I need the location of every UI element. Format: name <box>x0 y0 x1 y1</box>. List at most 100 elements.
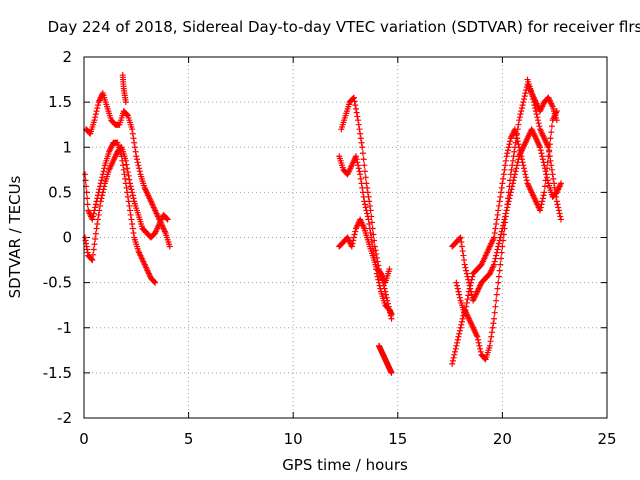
data-point-interp <box>354 113 361 120</box>
data-point <box>359 144 366 151</box>
data-point-interp <box>504 195 511 202</box>
data-point-interp <box>494 246 501 253</box>
data-point <box>557 180 564 187</box>
data-point-interp <box>466 285 473 292</box>
data-point-interp <box>91 241 98 248</box>
data-point-interp <box>475 339 482 346</box>
x-tick-label: 20 <box>493 430 512 448</box>
data-point-interp <box>493 216 500 223</box>
data-point <box>388 369 395 376</box>
y-tick-label: 1.5 <box>48 93 72 111</box>
data-point-interp <box>536 123 543 130</box>
data-point-interp <box>498 249 505 256</box>
data-point-interp <box>487 338 494 345</box>
data-point-interp <box>468 279 475 286</box>
data-point <box>541 189 548 196</box>
data-point-interp <box>132 148 139 155</box>
data-point-interp <box>458 321 465 328</box>
data-point-interp <box>502 162 509 169</box>
data-point-interp <box>122 175 129 182</box>
data-point-interp <box>451 348 458 355</box>
data-point-interp <box>493 220 500 227</box>
data-point-interp <box>539 195 546 202</box>
data-point-interp <box>92 111 99 118</box>
data-point-interp <box>130 135 137 142</box>
data-point <box>491 234 498 241</box>
data-point-interp <box>355 165 362 172</box>
data-point-interp <box>505 198 512 205</box>
data-point-interp <box>507 138 514 145</box>
data-point-interp <box>455 288 462 295</box>
data-point-interp <box>521 93 528 100</box>
data-point-interp <box>494 285 501 292</box>
data-point-interp <box>469 273 476 280</box>
data-point-interp <box>533 111 540 118</box>
data-point-interp <box>350 95 357 102</box>
data-point <box>122 157 129 164</box>
data-point-interp <box>163 215 170 222</box>
data-point-interp <box>121 171 128 178</box>
data-point-interp <box>366 225 373 232</box>
data-point-interp <box>537 204 544 211</box>
data-point-interp <box>92 236 99 243</box>
y-tick-label: 0.5 <box>48 183 72 201</box>
data-point-interp <box>509 162 516 169</box>
data-point-interp <box>375 276 382 283</box>
data-point-interp <box>548 129 555 136</box>
data-point-interp <box>513 132 520 139</box>
data-point <box>537 207 544 214</box>
data-point-interp <box>454 336 461 343</box>
data-point-interp <box>521 168 528 175</box>
data-point-interp <box>456 330 463 337</box>
data-point-interp <box>94 105 101 112</box>
data-point-interp <box>463 267 470 274</box>
data-point-interp <box>456 235 463 242</box>
data-point-interp <box>492 225 499 232</box>
data-point-interp <box>461 257 468 264</box>
data-point-interp <box>516 114 523 121</box>
data-point <box>93 225 100 232</box>
data-point-interp <box>454 282 461 289</box>
y-tick-label: -2 <box>57 409 72 427</box>
data-point-interp <box>546 147 553 154</box>
data-point-interp <box>511 174 518 181</box>
data-point-interp <box>350 237 357 244</box>
data-point-interp <box>510 153 517 160</box>
data-point-interp <box>351 98 358 105</box>
data-point-interp <box>546 141 553 148</box>
data-point-interp <box>497 193 504 200</box>
data-point <box>503 153 510 160</box>
data-point <box>129 126 136 133</box>
data-point-interp <box>129 189 136 196</box>
data-point-interp <box>82 177 89 184</box>
data-point-interp <box>507 177 514 184</box>
data-point-interp <box>541 183 548 190</box>
data-point-interp <box>83 189 90 196</box>
y-tick-label: -0.5 <box>43 274 72 292</box>
data-point-interp <box>519 102 526 109</box>
data-point <box>499 243 506 250</box>
data-point-interp <box>375 279 382 286</box>
data-point-interp <box>518 108 525 115</box>
data-point-interp <box>133 156 140 163</box>
data-point-interp <box>504 147 511 154</box>
data-point-interp <box>501 225 508 232</box>
data-point-interp <box>90 251 97 258</box>
data-point <box>553 117 560 124</box>
data-point-interp <box>463 270 470 277</box>
data-point <box>499 180 506 187</box>
data-point <box>386 266 393 273</box>
data-point <box>541 162 548 169</box>
data-point-interp <box>449 357 456 364</box>
data-point-interp <box>357 130 364 137</box>
data-point <box>474 333 481 340</box>
data-point-interp <box>366 202 373 209</box>
data-point-interp <box>490 320 497 327</box>
data-point-interp <box>358 180 365 187</box>
x-tick-label: 10 <box>284 430 303 448</box>
data-point-interp <box>512 168 519 175</box>
data-point-interp <box>468 276 475 283</box>
data-point <box>152 279 159 286</box>
data-point-interp <box>356 168 363 175</box>
data-point-interp <box>495 273 502 280</box>
